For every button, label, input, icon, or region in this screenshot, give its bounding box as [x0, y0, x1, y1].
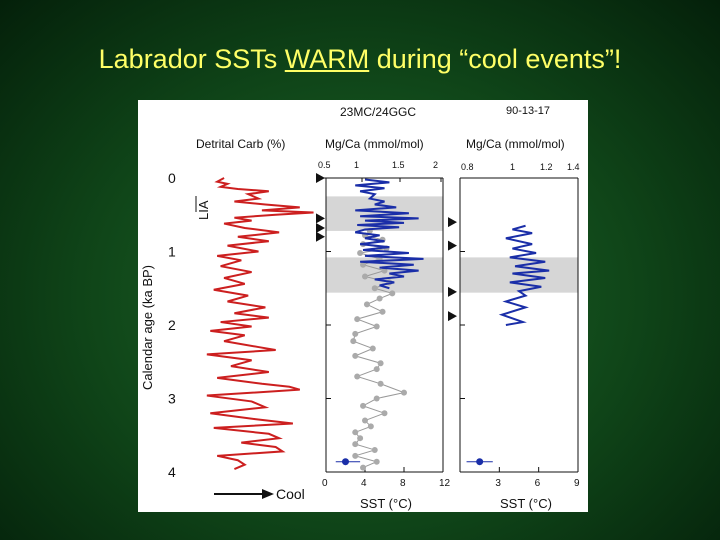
cool-label: Cool	[276, 486, 305, 502]
y-tick-label: 0	[168, 170, 176, 186]
ggc-point	[401, 389, 407, 396]
middle-top-tick-label: 2	[433, 160, 438, 170]
ggc-point	[357, 435, 364, 442]
ggc-point	[352, 441, 359, 448]
ggc-point	[379, 308, 386, 315]
ggc-point	[377, 360, 384, 367]
right-x-tick-label: 6	[535, 478, 541, 489]
ggc-point	[373, 323, 380, 330]
title-emphasis: WARM	[284, 44, 370, 74]
ggc-point	[362, 273, 368, 280]
ggc-point	[354, 373, 361, 380]
right-x-label: SST (°C)	[500, 496, 552, 511]
y-tick-label: 4	[168, 464, 176, 480]
right-top-tick-label: 1.2	[540, 162, 553, 172]
ggc-point	[352, 429, 359, 436]
title-before: Labrador SSTs	[98, 44, 285, 74]
middle-error-point	[342, 458, 349, 466]
core-label-right: 90-13-17	[506, 105, 550, 117]
right-panel-title: Mg/Ca (mmol/mol)	[466, 137, 565, 151]
age-marker-right	[448, 311, 457, 322]
lia-label: LIA	[196, 200, 211, 220]
ggc-point	[354, 316, 361, 323]
ggc-point	[357, 249, 364, 256]
ggc-point	[360, 464, 367, 471]
middle-top-tick-label: 1.5	[392, 160, 405, 170]
ggc-point	[376, 295, 383, 302]
right-top-tick-label: 0.8	[461, 162, 474, 172]
mc-line	[354, 178, 424, 290]
slide-title: Labrador SSTs WARM during “cool events”!	[0, 44, 720, 75]
left-panel-title: Detrital Carb (%)	[196, 137, 285, 151]
ggc-point	[377, 380, 384, 387]
age-marker-left	[316, 173, 325, 183]
ggc-point	[373, 458, 380, 465]
ggc-point	[360, 402, 367, 409]
middle-x-tick-label: 8	[400, 478, 406, 489]
right-top-tick-label: 1	[510, 162, 515, 172]
right-x-tick-label: 3	[495, 478, 501, 489]
middle-top-tick-label: 1	[354, 160, 359, 170]
chart-svg: 23MC/24GGC 90-13-17 Detrital Carb (%) Mg…	[140, 105, 580, 511]
ggc-point	[389, 290, 396, 297]
age-marker-left	[316, 222, 325, 233]
age-marker-right	[448, 286, 457, 297]
age-marker-left	[316, 213, 325, 224]
ggc-point	[350, 338, 357, 345]
ggc-point	[352, 330, 359, 337]
right-error-point	[476, 458, 484, 466]
title-after: during “cool events”!	[369, 44, 622, 74]
ggc-point	[373, 366, 380, 373]
ggc-point	[363, 301, 370, 308]
ggc-point	[352, 352, 359, 359]
ggc-point	[360, 261, 367, 268]
middle-panel-title: Mg/Ca (mmol/mol)	[325, 137, 424, 151]
core-label: 23MC/24GGC	[340, 105, 416, 119]
middle-x-label: SST (°C)	[360, 496, 412, 511]
ggc-point	[371, 446, 378, 453]
ggc-point	[369, 345, 376, 352]
ggc-point	[352, 452, 359, 459]
ggc-point	[373, 395, 380, 402]
right-x-tick-label: 9	[574, 478, 580, 489]
right-top-tick-label: 1.4	[567, 162, 580, 172]
ggc-point	[367, 423, 374, 430]
right-series-line	[498, 224, 550, 326]
cool-arrow-head	[262, 489, 274, 499]
age-marker-right	[448, 240, 457, 251]
middle-top-tick-label: 0.5	[318, 160, 331, 170]
y-tick-label: 2	[168, 317, 176, 333]
ggc-point	[371, 285, 378, 292]
y-tick-label: 1	[168, 244, 176, 260]
age-marker-right	[448, 217, 457, 228]
ggc-point	[381, 410, 388, 417]
figure-panel: 23MC/24GGC 90-13-17 Detrital Carb (%) Mg…	[138, 100, 588, 512]
middle-x-tick-label: 12	[439, 478, 451, 489]
middle-x-tick-label: 0	[322, 478, 328, 489]
ggc-point	[362, 417, 368, 424]
age-marker-left	[316, 231, 325, 242]
middle-x-tick-label: 4	[361, 478, 367, 489]
y-axis-label: Calendar age (ka BP)	[140, 265, 155, 390]
y-tick-label: 3	[168, 391, 176, 407]
detrital-carb-line	[206, 177, 314, 470]
